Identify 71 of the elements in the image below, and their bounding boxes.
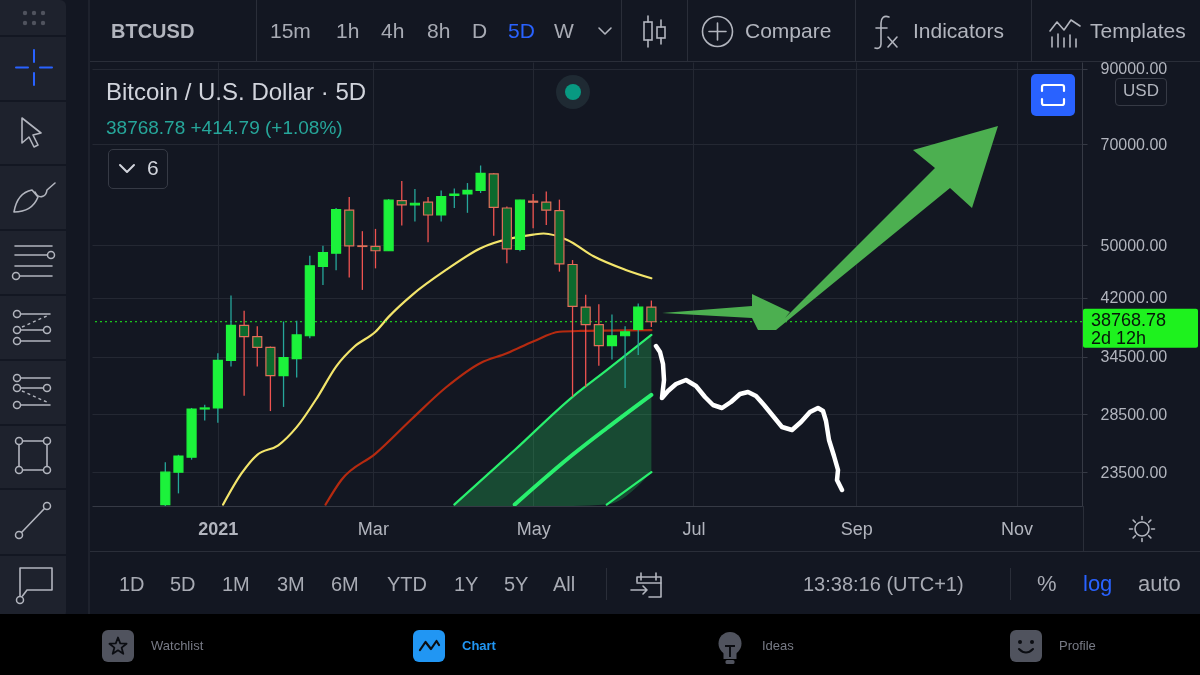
candlestick bbox=[370, 228, 381, 270]
candlestick bbox=[436, 189, 447, 223]
candlestick bbox=[396, 180, 407, 227]
text: Templates bbox=[1090, 18, 1186, 44]
x-tick-label: 2021 bbox=[198, 518, 239, 539]
text: auto bbox=[1138, 570, 1181, 598]
text: 1M bbox=[222, 572, 250, 596]
text: Compare bbox=[745, 18, 832, 44]
y-tick-label: 23500.00 bbox=[1100, 463, 1168, 481]
x-tick-label: Nov bbox=[1001, 518, 1034, 539]
text: 5D bbox=[508, 18, 535, 44]
candlestick bbox=[357, 230, 368, 291]
text: log bbox=[1083, 570, 1113, 598]
x-tick-label: May bbox=[516, 518, 551, 539]
candlestick bbox=[317, 245, 329, 286]
annotation: 38768.78 +414.79 (+1.08%) bbox=[106, 116, 343, 140]
candlestick bbox=[593, 303, 604, 367]
text: YTD bbox=[387, 572, 427, 596]
x-tick-label: Mar bbox=[357, 518, 389, 539]
candlestick bbox=[422, 196, 434, 243]
text: 13:38:16 (UTC+1) bbox=[803, 572, 964, 596]
text: 1h bbox=[336, 18, 360, 44]
candlestick bbox=[606, 313, 618, 361]
candlestick bbox=[278, 320, 289, 408]
text: USD bbox=[1123, 80, 1159, 102]
candlestick bbox=[528, 193, 539, 229]
line-series bbox=[512, 392, 654, 506]
text: BTCUSD bbox=[111, 19, 195, 43]
x-tick-label: Sep bbox=[840, 518, 873, 539]
text: Profile bbox=[1059, 638, 1096, 654]
annotation: 6 bbox=[147, 155, 159, 181]
text: % bbox=[1037, 570, 1057, 598]
candlestick bbox=[475, 164, 486, 194]
line-series bbox=[222, 232, 653, 506]
y-tick-label: 28500.00 bbox=[1100, 405, 1168, 423]
text: D bbox=[472, 18, 488, 44]
candlestick bbox=[291, 320, 302, 379]
candlestick bbox=[620, 325, 631, 389]
y-tick-label: 90000.00 bbox=[1100, 60, 1168, 78]
text: Ideas bbox=[762, 638, 794, 654]
candlestick bbox=[541, 190, 552, 226]
text: Chart bbox=[462, 638, 496, 654]
text: 1Y bbox=[454, 572, 479, 596]
ref-line-label: 38768.78 2d 12h bbox=[1091, 309, 1167, 348]
text: 5Y bbox=[504, 572, 529, 596]
candlestick bbox=[646, 299, 657, 328]
text: Bitcoin / U.S. Dollar · 5D bbox=[106, 77, 367, 107]
y-tick-label: 42000.00 bbox=[1100, 289, 1168, 307]
text: All bbox=[553, 572, 576, 596]
candlestick bbox=[462, 182, 473, 214]
candlestick bbox=[633, 302, 644, 356]
y-tick-label: 34500.00 bbox=[1100, 348, 1168, 366]
y-tick-label: 50000.00 bbox=[1100, 236, 1168, 254]
candlestick bbox=[449, 187, 460, 209]
candlestick bbox=[239, 310, 250, 397]
text: 6M bbox=[331, 572, 359, 596]
x-tick-label: Jul bbox=[682, 518, 706, 539]
text: W bbox=[554, 18, 574, 44]
text: 5D bbox=[170, 572, 196, 596]
text: 15m bbox=[270, 18, 311, 44]
text: 8h bbox=[427, 18, 451, 44]
candlestick bbox=[580, 294, 591, 388]
candlestick bbox=[173, 454, 184, 495]
candlestick bbox=[252, 325, 263, 368]
text: 1D bbox=[119, 572, 145, 596]
text: 3M bbox=[277, 572, 305, 596]
text: Indicators bbox=[913, 18, 1005, 44]
text: 4h bbox=[381, 18, 405, 44]
text: Watchlist bbox=[151, 638, 204, 654]
line-series bbox=[324, 329, 653, 506]
y-tick-label: 70000.00 bbox=[1100, 135, 1168, 153]
